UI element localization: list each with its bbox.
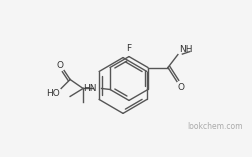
Text: F: F bbox=[127, 44, 132, 53]
Text: NH: NH bbox=[179, 45, 192, 54]
Text: HO: HO bbox=[46, 89, 60, 98]
Text: lookchem.com: lookchem.com bbox=[188, 122, 243, 131]
Text: HN: HN bbox=[83, 84, 97, 93]
Text: O: O bbox=[178, 83, 185, 92]
Text: O: O bbox=[56, 61, 63, 70]
